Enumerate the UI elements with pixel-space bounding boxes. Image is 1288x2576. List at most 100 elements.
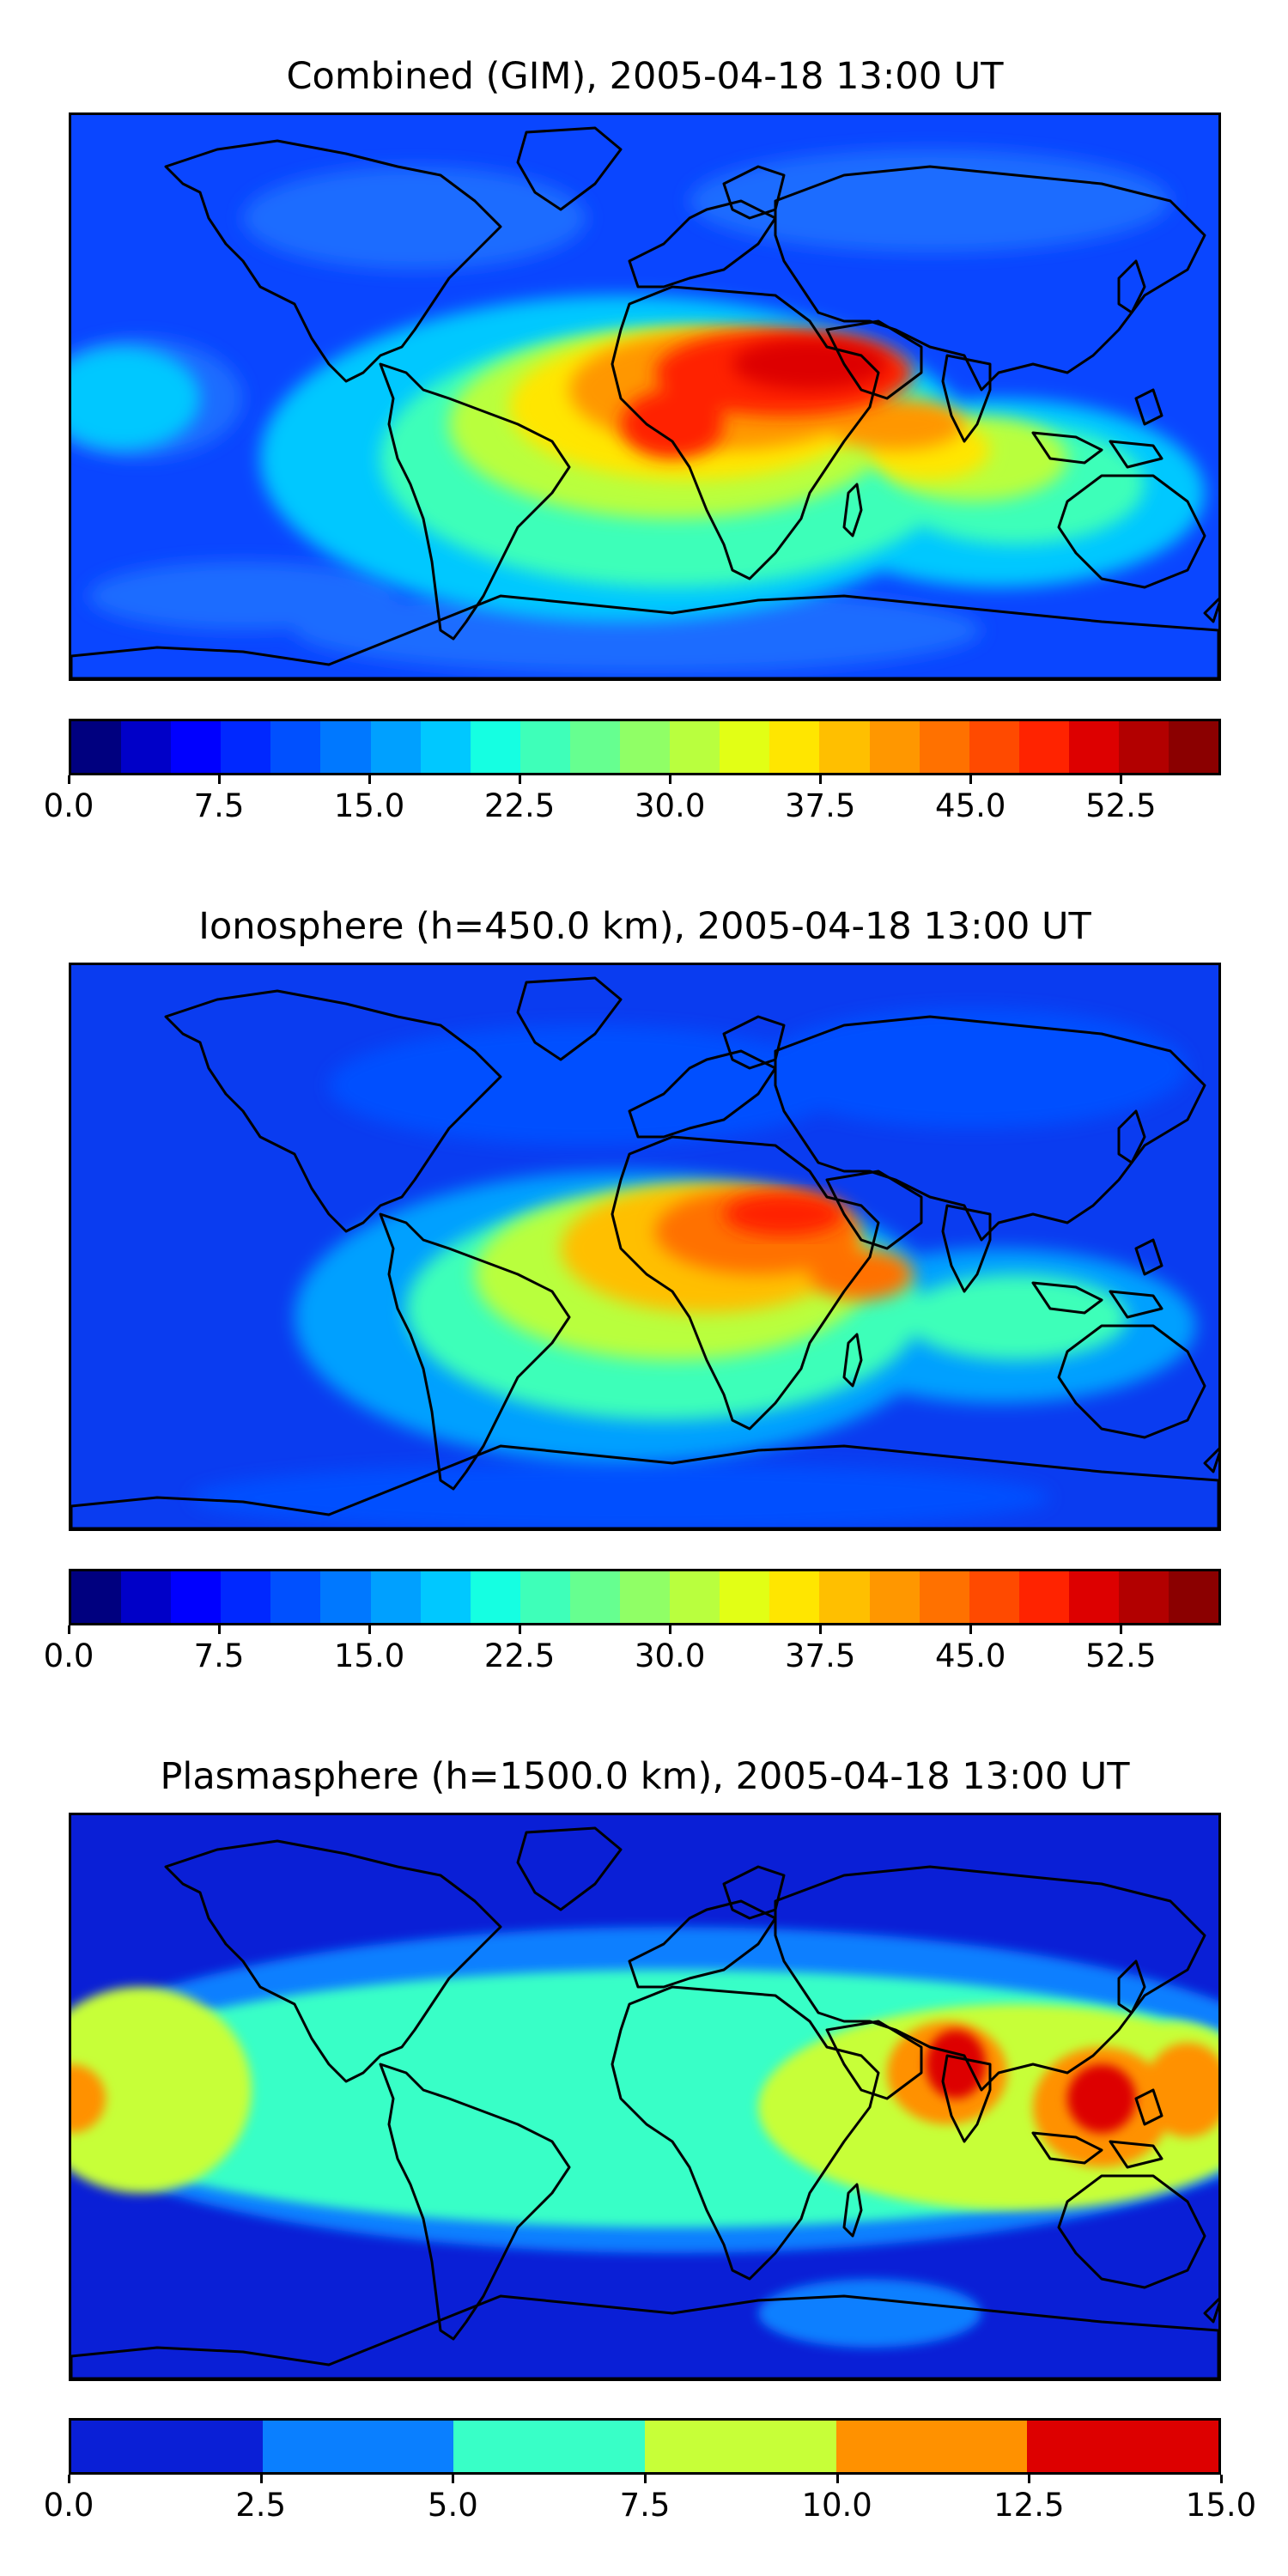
colorbar-segment bbox=[769, 1571, 820, 1623]
colorbar-segment bbox=[71, 1571, 122, 1623]
field-contour bbox=[827, 398, 964, 450]
coastline-path bbox=[516, 1826, 623, 1911]
field-contour bbox=[621, 390, 724, 459]
coastline-path bbox=[628, 1049, 777, 1139]
colorbar-tick bbox=[519, 775, 522, 784]
colorbar-tick bbox=[819, 775, 823, 784]
coastline-path bbox=[628, 199, 777, 289]
colorbar-tick bbox=[969, 775, 973, 784]
colorbar-tick-label: 15.0 bbox=[1185, 2487, 1257, 2524]
colorbar-segment bbox=[919, 721, 969, 773]
colorbar-tick bbox=[819, 1625, 823, 1634]
colorbar-segment bbox=[453, 2421, 646, 2472]
colorbar-tick-label: 7.5 bbox=[619, 2487, 671, 2524]
coastlines bbox=[71, 1826, 1218, 2379]
coastline-path bbox=[825, 319, 923, 400]
colorbar-segment bbox=[720, 1571, 770, 1623]
colorbar-tick-label: 22.5 bbox=[483, 1637, 556, 1674]
colorbar-segment bbox=[835, 2421, 1028, 2472]
colorbar-segment bbox=[71, 2421, 263, 2472]
colorbar-tick bbox=[368, 775, 372, 784]
colorbar-segment bbox=[171, 1571, 222, 1623]
colorbar-tick-label: 15.0 bbox=[333, 1637, 405, 1674]
field-contour bbox=[758, 1008, 1188, 1128]
colorbar-tick bbox=[835, 2475, 839, 2483]
colorbar-segment bbox=[320, 1571, 371, 1623]
coastline-path bbox=[516, 126, 623, 211]
field-contour bbox=[71, 347, 200, 450]
colorbar-segment bbox=[1169, 1571, 1219, 1623]
colorbar-segment bbox=[569, 1571, 621, 1623]
colorbar-tick bbox=[452, 2475, 455, 2483]
colorbar-segment bbox=[670, 721, 720, 773]
colorbar-segment bbox=[969, 721, 1019, 773]
coastline-path bbox=[164, 139, 502, 383]
colorbar-segment bbox=[121, 721, 172, 773]
coastline-path bbox=[1031, 431, 1103, 465]
colorbar-segment bbox=[819, 721, 870, 773]
coastline-path bbox=[164, 989, 502, 1233]
coastline-path bbox=[1203, 1447, 1218, 1473]
coastline-path bbox=[774, 1015, 1206, 1242]
field-contour bbox=[1145, 2043, 1218, 2137]
colorbar-tick bbox=[1120, 775, 1123, 784]
coastline-path bbox=[1203, 2297, 1218, 2324]
coastline-path bbox=[1057, 474, 1206, 589]
colorbar-tick-label: 10.0 bbox=[801, 2487, 872, 2524]
map-plasmasphere bbox=[69, 1813, 1221, 2381]
coastline-path bbox=[941, 1204, 992, 1293]
coastline-path bbox=[516, 976, 623, 1061]
map-svg bbox=[71, 965, 1218, 1528]
coastline-path bbox=[1134, 388, 1163, 426]
colorbar-tick-label: 0.0 bbox=[43, 1637, 94, 1674]
map-svg bbox=[71, 1815, 1218, 2379]
colorbar-segment bbox=[969, 1571, 1019, 1623]
colorbar-tick-label: 0.0 bbox=[43, 787, 94, 824]
coastline-path bbox=[611, 1985, 880, 2281]
field-contour bbox=[724, 1193, 844, 1236]
coastline-path bbox=[164, 1839, 502, 2083]
coastlines bbox=[71, 126, 1218, 678]
colorbar-ionosphere bbox=[69, 1569, 1221, 1625]
coastline-path bbox=[1031, 1281, 1103, 1315]
colorbar-segment bbox=[620, 721, 671, 773]
colorbar-segment bbox=[1068, 721, 1119, 773]
coastline-path bbox=[1134, 1238, 1163, 1276]
colorbar-plasmasphere bbox=[69, 2418, 1221, 2475]
colorbar-segment bbox=[420, 1571, 471, 1623]
colorbar-tick-label: 2.5 bbox=[235, 2487, 287, 2524]
coastline-path bbox=[611, 1135, 880, 1431]
colorbar-segment bbox=[519, 1571, 570, 1623]
field-contour bbox=[904, 1274, 1127, 1360]
coastline-path bbox=[71, 2294, 1218, 2379]
colorbar-tick bbox=[218, 775, 222, 784]
coastline-path bbox=[1057, 1324, 1206, 1439]
colorbar-segment bbox=[1068, 1571, 1119, 1623]
colorbar-segment bbox=[569, 721, 621, 773]
colorbar-tick bbox=[669, 775, 672, 784]
colorbar-tick-label: 7.5 bbox=[193, 787, 245, 824]
colorbar-segment bbox=[470, 721, 520, 773]
coastline-path bbox=[628, 1899, 777, 1989]
coastline-path bbox=[774, 165, 1206, 392]
coastline-path bbox=[842, 483, 863, 538]
coastline-path bbox=[1117, 1109, 1146, 1164]
colorbar-tick-label: 30.0 bbox=[634, 787, 706, 824]
colorbar-segment bbox=[420, 721, 471, 773]
colorbar-segment bbox=[919, 1571, 969, 1623]
colorbar-segment bbox=[1118, 721, 1170, 773]
coastline-path bbox=[379, 362, 571, 641]
colorbar-segment bbox=[819, 1571, 870, 1623]
colorbar-segment bbox=[1018, 1571, 1069, 1623]
colorbar-tick bbox=[969, 1625, 973, 1634]
colorbar-tick-label: 12.5 bbox=[993, 2487, 1065, 2524]
colorbar-segment bbox=[221, 1571, 271, 1623]
coastline-path bbox=[1134, 2088, 1163, 2126]
map-title-combined: Combined (GIM), 2005-04-18 13:00 UT bbox=[286, 55, 1004, 98]
coastline-path bbox=[1109, 440, 1163, 469]
coastline-path bbox=[774, 1865, 1206, 2092]
field-contour bbox=[926, 2030, 986, 2099]
field-contour-level bbox=[724, 1193, 844, 1236]
colorbar-tick-label: 5.0 bbox=[427, 2487, 478, 2524]
field-contour bbox=[329, 1025, 844, 1145]
